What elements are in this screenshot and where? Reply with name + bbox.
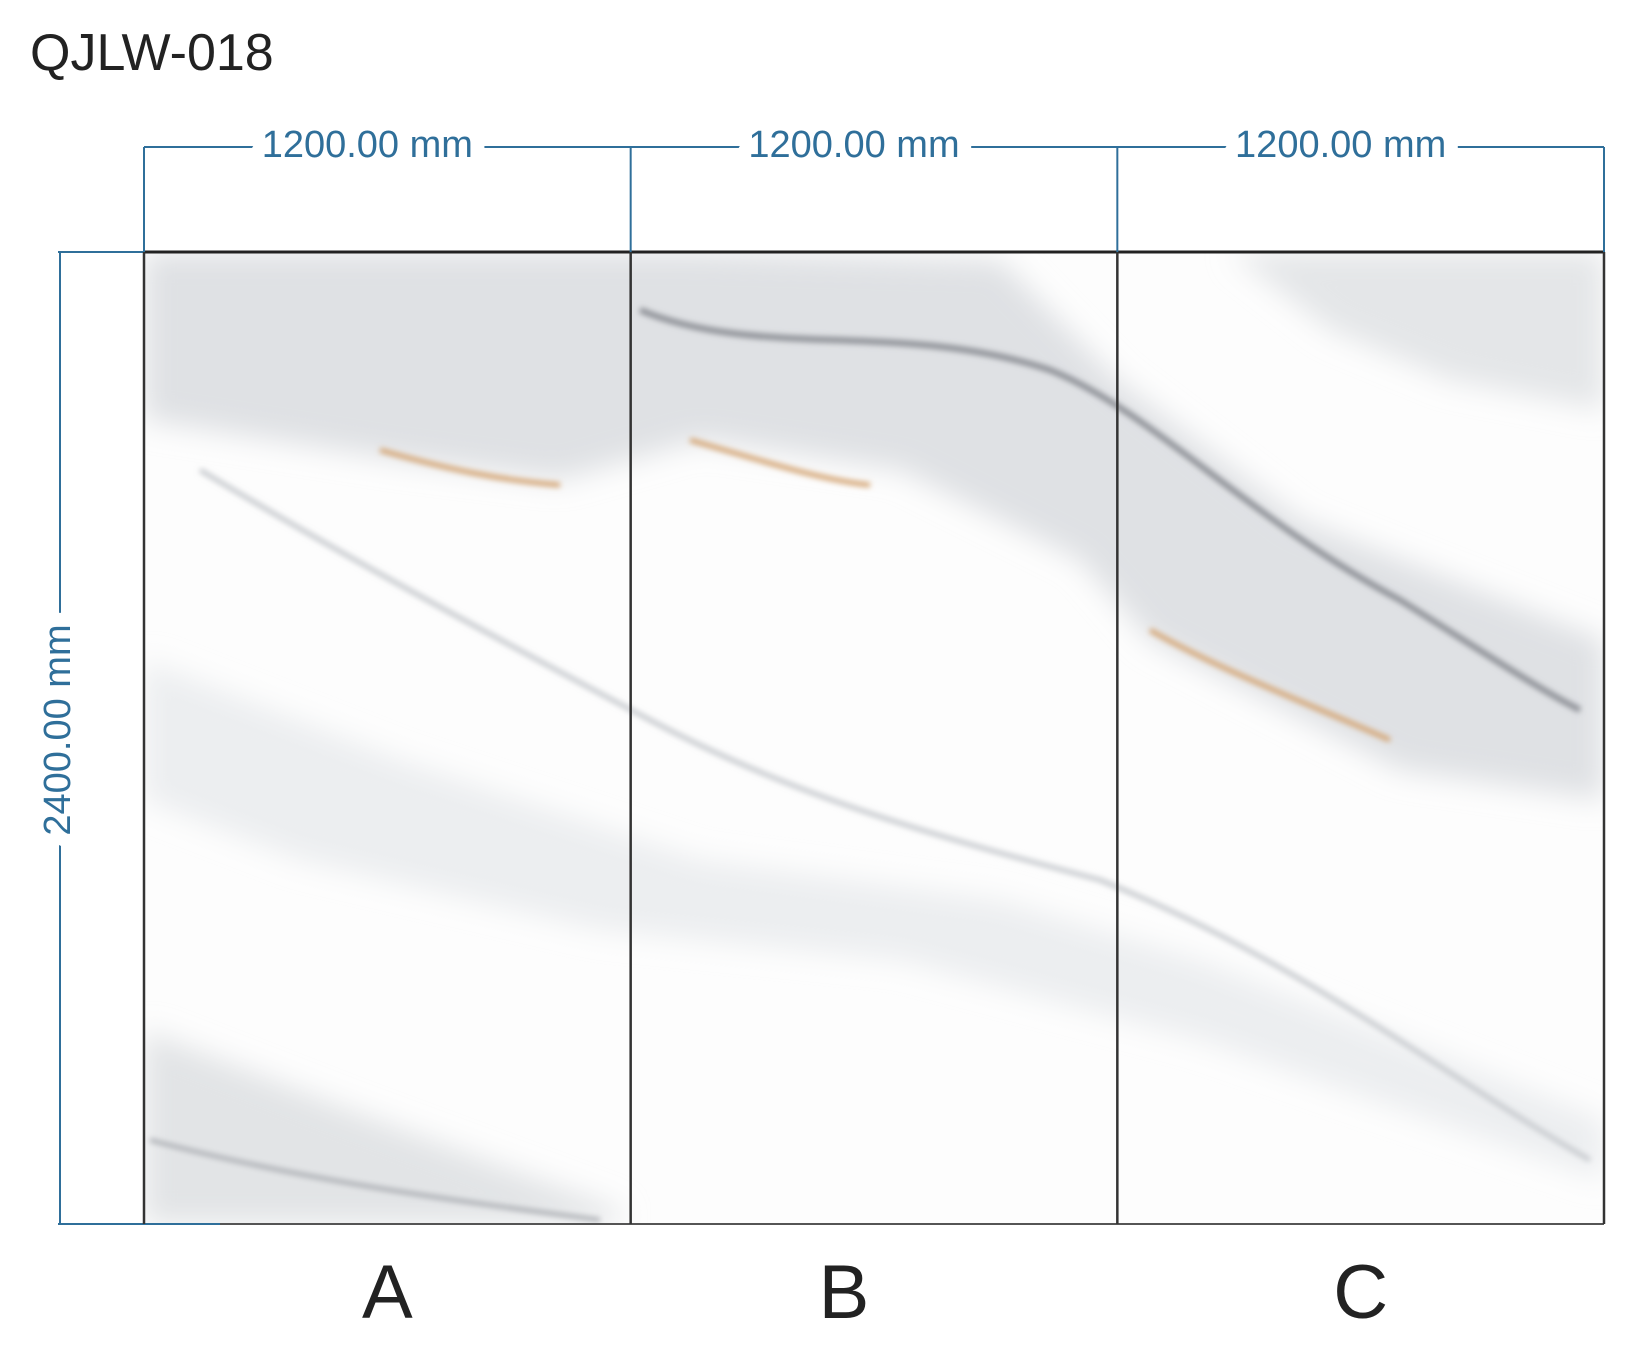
height-label: 2400.00 mm [37, 624, 79, 835]
title: QJLW-018 [30, 24, 274, 82]
marble-texture [144, 252, 1604, 1224]
panel-label: B [819, 1250, 870, 1335]
panel-label: C [1333, 1250, 1388, 1335]
panel-label: A [362, 1250, 413, 1335]
panel-width: 1200.00 mm [262, 124, 473, 166]
panel-width: 1200.00 mm [1235, 124, 1446, 166]
panel-width: 1200.00 mm [748, 124, 959, 166]
